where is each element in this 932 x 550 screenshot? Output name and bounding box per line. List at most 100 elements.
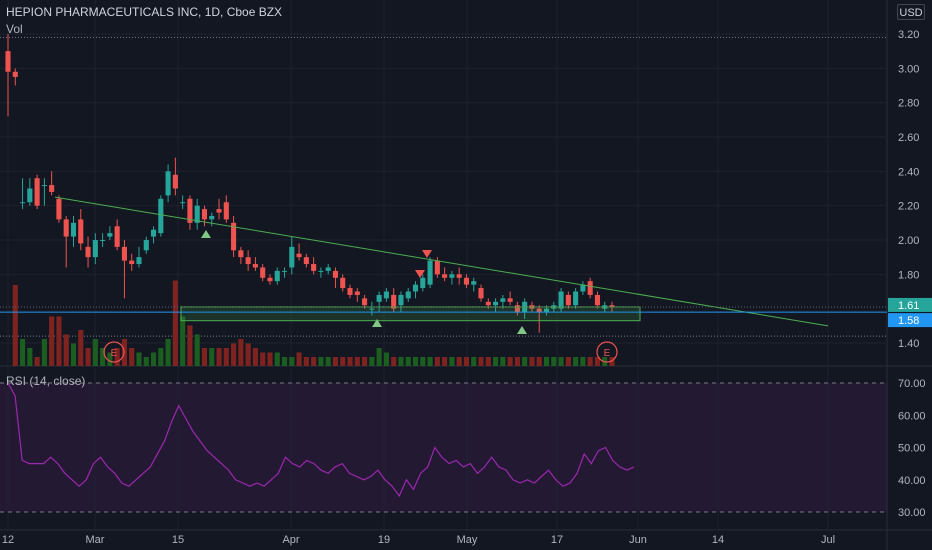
rsi-tick-label: 40.00 xyxy=(898,475,926,487)
candle-body xyxy=(5,51,11,72)
rsi-tick-label: 30.00 xyxy=(898,507,926,519)
volume-bar xyxy=(223,348,229,366)
volume-bar xyxy=(478,357,484,366)
rsi-tick-label: 50.00 xyxy=(898,443,926,455)
candle-body xyxy=(41,185,47,187)
candle-body xyxy=(201,209,208,220)
volume-bar xyxy=(209,348,215,366)
candle-body xyxy=(318,270,324,272)
y-tick-label: 1.40 xyxy=(898,338,919,350)
candle-body xyxy=(165,171,171,196)
candle-body xyxy=(129,260,135,265)
candle-body xyxy=(20,202,26,204)
volume-bar xyxy=(522,357,528,366)
volume-bar xyxy=(558,357,564,366)
candle-body xyxy=(136,257,142,265)
candle-body xyxy=(369,308,375,310)
candle-body xyxy=(274,270,280,282)
x-tick-label: Jun xyxy=(629,534,647,546)
candle-body xyxy=(49,185,55,192)
candle-body xyxy=(405,291,411,299)
rsi-pane xyxy=(0,382,887,513)
candle-body xyxy=(325,267,331,271)
volume-bar xyxy=(129,348,135,366)
candle-body xyxy=(34,178,40,206)
price-axis-label xyxy=(888,297,932,312)
volume-bar xyxy=(609,357,615,366)
candle-body xyxy=(267,277,273,282)
volume-bar xyxy=(376,348,382,366)
volume-bar xyxy=(369,357,375,366)
candle-body xyxy=(114,226,120,247)
x-tick-label: 14 xyxy=(712,534,724,546)
volume-bar xyxy=(165,339,171,366)
volume-bar xyxy=(158,348,164,366)
candle-body xyxy=(580,284,586,292)
x-tick-label: 15 xyxy=(172,534,184,546)
y-tick-label: 1.80 xyxy=(898,269,919,281)
candle-body xyxy=(158,198,164,234)
volume-bar xyxy=(187,325,193,366)
volume-bar xyxy=(507,357,513,366)
volume-bar xyxy=(456,357,462,366)
price-axis-label-text: 1.58 xyxy=(898,315,919,327)
candle-body xyxy=(536,308,542,313)
volume-bar xyxy=(580,357,586,366)
y-tick-label: 2.80 xyxy=(898,98,919,110)
volume-bar xyxy=(303,357,309,366)
volume-bar xyxy=(107,352,113,366)
candle-body xyxy=(594,294,600,306)
volume-bar xyxy=(354,357,360,366)
candle-body xyxy=(507,298,513,302)
volume-bar xyxy=(551,357,557,366)
buy-marker xyxy=(201,230,211,238)
volume-bar xyxy=(245,343,251,366)
candle-body xyxy=(420,277,426,289)
volume-bar xyxy=(27,348,33,366)
earnings-marker xyxy=(596,341,618,363)
price-axis-label xyxy=(888,313,932,328)
candle-body xyxy=(456,274,462,278)
volume-bar xyxy=(289,357,295,366)
candle-body xyxy=(231,222,237,251)
sell-marker xyxy=(422,250,432,258)
volume-bar xyxy=(362,357,368,366)
volume-bar xyxy=(340,357,346,366)
x-tick-label: 19 xyxy=(378,534,390,546)
candle-body xyxy=(463,277,470,285)
volume-bar xyxy=(529,357,535,366)
volume-bar xyxy=(216,348,222,366)
volume-bar xyxy=(427,357,433,366)
candle-body xyxy=(27,188,33,203)
candle-body xyxy=(565,294,571,306)
y-tick-label: 2.20 xyxy=(898,201,919,213)
volume-bar xyxy=(238,339,244,366)
volume-bar xyxy=(231,343,237,366)
y-tick-label: 3.20 xyxy=(898,29,919,41)
candle-body xyxy=(70,222,77,237)
candle-body xyxy=(543,308,550,313)
volume-bar xyxy=(194,334,200,366)
rsi-line xyxy=(7,382,635,498)
volume-bar xyxy=(63,334,69,366)
candle-body xyxy=(107,233,113,237)
volume-bar xyxy=(565,357,571,366)
volume-bar xyxy=(100,348,106,366)
candle-body xyxy=(209,215,215,220)
volume-bar xyxy=(143,357,149,366)
candle-body xyxy=(260,267,266,278)
x-tick-label: May xyxy=(457,534,478,546)
volume-bar xyxy=(281,357,288,366)
candles xyxy=(5,34,615,333)
candle-body xyxy=(281,270,288,272)
candle-body xyxy=(92,240,98,258)
volume-bar xyxy=(318,357,324,366)
volume-bar xyxy=(12,285,18,366)
currency-button[interactable]: USD xyxy=(897,4,925,20)
rsi-tick-label: 60.00 xyxy=(898,410,926,422)
volume-bar xyxy=(485,357,491,366)
candle-body xyxy=(354,291,360,295)
volume-bar xyxy=(405,357,411,366)
volume-bar xyxy=(514,357,520,366)
